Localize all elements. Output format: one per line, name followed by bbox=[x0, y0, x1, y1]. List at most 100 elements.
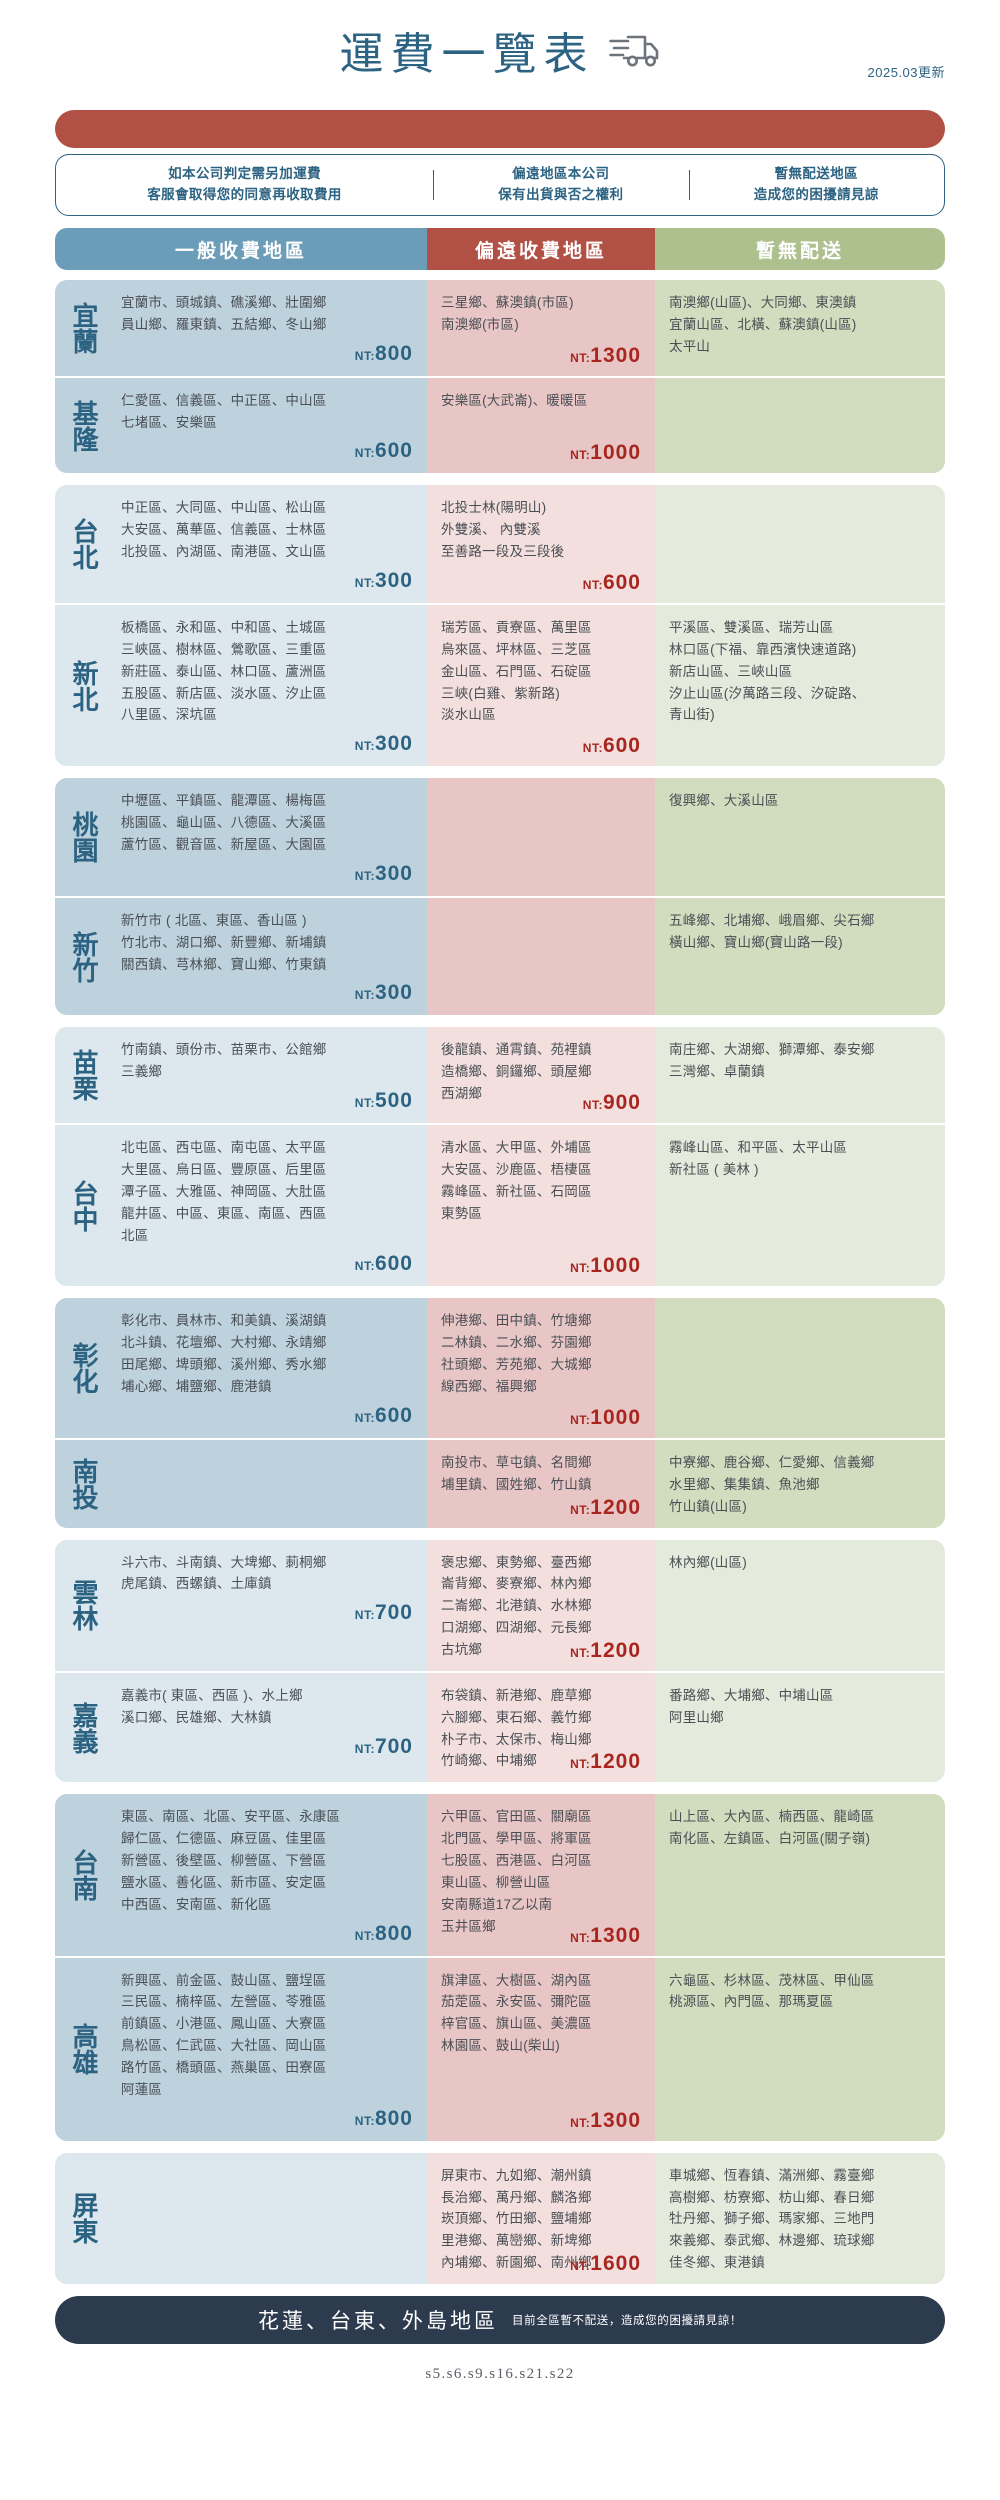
region-name: 台中 bbox=[69, 1179, 100, 1232]
no-delivery-cell: 林內鄉(山區) bbox=[655, 1539, 945, 1671]
no-delivery-cell: 霧峰山區、和平區、太平山區 新社區 ( 美林 ) bbox=[655, 1125, 945, 1287]
table-row: 基隆 仁愛區、信義區、中正區、中山區 七堵區、安樂區 NT:600 安樂區(大武崙)、暖… bbox=[55, 375, 945, 474]
price-label: NT:1300 bbox=[570, 1924, 641, 1948]
region-name-cell: 雲林 bbox=[55, 1539, 113, 1671]
normal-fee-cell: 嘉義市( 東區、西區 )、水上鄉 溪口鄉、民雄鄉、大林鎮 NT:700 bbox=[113, 1672, 427, 1783]
table-row: 台北 中正區、大同區、中山區、松山區 大安區、萬華區、信義區、士林區 北投區、內湖區、… bbox=[55, 485, 945, 604]
remote-fee-cell: 布袋鎮、新港鄉、鹿草鄉 六腳鄉、東石鄉、義竹鄉 朴子市、太保市、梅山鄉 竹崎鄉、中埔鄉… bbox=[427, 1672, 655, 1783]
region-name: 新竹 bbox=[69, 930, 100, 983]
price-label: NT:1000 bbox=[570, 1254, 641, 1278]
price-amount: 600 bbox=[374, 1403, 413, 1427]
region-card: 苗栗 竹南鎮、頭份市、苗栗市、公館鄉 三義鄉 NT:500 後龍鎮、通霄鎮、苑裡鎮 造橋鄉… bbox=[55, 1027, 945, 1287]
region-name-cell: 新竹 bbox=[55, 897, 113, 1016]
area-list: 平溪區、雙溪區、瑞芳山區 林口區(下福、靠西濱快速道路) 新店山區、三峽山區 汐止山區… bbox=[669, 620, 866, 723]
table-row: 新北 板橋區、永和區、中和區、土城區 三峽區、樹林區、鶯歌區、三重區 新莊區、泰山區、… bbox=[55, 603, 945, 767]
price-label: NT:600 bbox=[583, 734, 641, 758]
price-amount: 300 bbox=[374, 569, 413, 593]
price-label: NT:600 bbox=[583, 571, 641, 595]
area-list: 北屯區、西屯區、南屯區、太平區 大里區、烏日區、豐原區、后里區 潭子區、大雅區、神岡… bbox=[121, 1140, 327, 1243]
area-list: 番路鄉、大埔鄉、中埔山區 阿里山鄉 bbox=[669, 1687, 834, 1725]
region-name-cell: 苗栗 bbox=[55, 1027, 113, 1124]
price-currency: NT: bbox=[354, 868, 375, 883]
no-delivery-cell: 車城鄉、恆春鎮、滿洲鄉、霧臺鄉 高樹鄉、枋寮鄉、枋山鄉、春日鄉 牡丹鄉、獅子鄉、瑪家… bbox=[655, 2152, 945, 2284]
region-name-cell: 台南 bbox=[55, 1794, 113, 1956]
no-delivery-cell: 山上區、大內區、楠西區、龍崎區 南化區、左鎮區、白河區(關子嶺) bbox=[655, 1794, 945, 1956]
region-card: 桃園 中壢區、平鎮區、龍潭區、楊梅區 桃園區、龜山區、八德區、大溪區 蘆竹區、觀音區、… bbox=[55, 778, 945, 1016]
region-name: 嘉義 bbox=[69, 1701, 100, 1754]
price-currency: NT: bbox=[354, 348, 375, 363]
price-amount: 1300 bbox=[590, 2108, 641, 2132]
area-list: 中正區、大同區、中山區、松山區 大安區、萬華區、信義區、士林區 北投區、內湖區、南港… bbox=[121, 500, 327, 560]
area-list: 伸港鄉、田中鎮、竹塘鄉 二林鎮、二水鄉、芬園鄉 社頭鄉、芳苑鄉、大城鄉 線西鄉、福興鄉 bbox=[441, 1313, 592, 1395]
price-amount: 300 bbox=[374, 861, 413, 885]
remote-fee-cell bbox=[427, 897, 655, 1016]
region-name: 彰化 bbox=[69, 1342, 100, 1395]
remote-fee-cell: 後龍鎮、通霄鎮、苑裡鎮 造橋鄉、銅鑼鄉、頭屋鄉 西湖鄉 NT:900 bbox=[427, 1027, 655, 1124]
region-name: 苗栗 bbox=[69, 1049, 100, 1102]
price-currency: NT: bbox=[570, 1930, 591, 1945]
area-list: 後龍鎮、通霄鎮、苑裡鎮 造橋鄉、銅鑼鄉、頭屋鄉 西湖鄉 bbox=[441, 1042, 592, 1102]
column-headers: 一般收費地區 偏遠收費地區 暫無配送 bbox=[55, 228, 945, 270]
price-amount: 800 bbox=[374, 2106, 413, 2130]
remote-fee-cell: 旗津區、大樹區、湖內區 茄萣區、永安區、彌陀區 梓官區、旗山區、美濃區 林園區、鼓山(… bbox=[427, 1957, 655, 2141]
title-group: 運費一覽表 bbox=[0, 18, 1000, 82]
table-row: 高雄 新興區、前金區、鼓山區、鹽埕區 三民區、楠梓區、左營區、苓雅區 前鎮區、小港區、… bbox=[55, 1955, 945, 2141]
price-currency: NT: bbox=[570, 1502, 591, 1517]
area-list: 板橋區、永和區、中和區、土城區 三峽區、樹林區、鶯歌區、三重區 新莊區、泰山區、林口… bbox=[121, 620, 327, 723]
region-name: 桃園 bbox=[69, 811, 100, 864]
price-currency: NT: bbox=[354, 576, 375, 591]
table-row: 台南 東區、南區、北區、安平區、永康區 歸仁區、仁德區、麻豆區、佳里區 新營區、後壁區… bbox=[55, 1794, 945, 1956]
price-label: NT:800 bbox=[121, 342, 413, 366]
remote-fee-cell: 安樂區(大武崙)、暖暖區 NT:1000 bbox=[427, 377, 655, 474]
normal-fee-cell: 新興區、前金區、鼓山區、鹽埕區 三民區、楠梓區、左營區、苓雅區 前鎮區、小港區、鳳山… bbox=[113, 1957, 427, 2141]
normal-fee-cell: 仁愛區、信義區、中正區、中山區 七堵區、安樂區 NT:600 bbox=[113, 377, 427, 474]
area-list: 宜蘭市、頭城鎮、礁溪鄉、壯圍鄉 員山鄉、羅東鎮、五結鄉、冬山鄉 bbox=[121, 295, 327, 332]
remote-fee-cell: 褒忠鄉、東勢鄉、臺西鄉 崙背鄉、麥寮鄉、林內鄉 二崙鄉、北港鎮、水林鄉 口湖鄉、四湖鄉… bbox=[427, 1539, 655, 1671]
price-label: NT:1000 bbox=[570, 441, 641, 465]
table-row: 宜蘭 宜蘭市、頭城鎮、礁溪鄉、壯圍鄉 員山鄉、羅東鎮、五結鄉、冬山鄉 NT:800 三星… bbox=[55, 280, 945, 376]
notice-line-1: 如本公司判定需另加運費 bbox=[168, 166, 321, 182]
area-list: 斗六市、斗南鎮、大埤鄉、莿桐鄉 虎尾鎮、西螺鎮、土庫鎮 bbox=[121, 1554, 327, 1592]
area-list: 東區、南區、北區、安平區、永康區 歸仁區、仁德區、麻豆區、佳里區 新營區、後壁區、柳… bbox=[121, 1809, 341, 1912]
notice-line-2: 保有出貨與否之權利 bbox=[498, 187, 624, 202]
footer-sub-text: 目前全區暫不配送，造成您的困擾請見諒！ bbox=[512, 2314, 742, 2327]
table-row: 南投 南投市、草屯鎮、名間鄉 埔里鎮、國姓鄉、竹山鎮 NT:1200 中寮鄉、鹿谷鄉、仁… bbox=[55, 1437, 945, 1528]
area-list: 山上區、大內區、楠西區、龍崎區 南化區、左鎮區、白河區(關子嶺) bbox=[669, 1809, 875, 1847]
table-row: 彰化 彰化市、員林市、和美鎮、溪湖鎮 北斗鎮、花壇鄉、大村鄉、永靖鄉 田尾鄉、埤頭鄉、… bbox=[55, 1298, 945, 1438]
area-list: 中寮鄉、鹿谷鄉、仁愛鄉、信義鄉 水里鄉、集集鎮、魚池鄉 竹山鎮(山區) bbox=[669, 1454, 875, 1514]
normal-fee-cell bbox=[113, 1439, 427, 1528]
remote-fee-cell: 六甲區、官田區、關廟區 北門區、學甲區、將軍區 七股區、西港區、白河區 東山區、柳營山… bbox=[427, 1794, 655, 1956]
price-label: NT:300 bbox=[121, 569, 413, 593]
region-name-cell: 宜蘭 bbox=[55, 280, 113, 376]
price-currency: NT: bbox=[570, 350, 591, 365]
price-amount: 1300 bbox=[590, 343, 641, 367]
price-currency: NT: bbox=[354, 1259, 375, 1274]
area-list: 旗津區、大樹區、湖內區 茄萣區、永安區、彌陀區 梓官區、旗山區、美濃區 林園區、鼓山(… bbox=[441, 1972, 592, 2054]
area-list: 布袋鎮、新港鄉、鹿草鄉 六腳鄉、東石鄉、義竹鄉 朴子市、太保市、梅山鄉 竹崎鄉、中埔鄉 bbox=[441, 1687, 592, 1769]
area-list: 安樂區(大武崙)、暖暖區 bbox=[441, 392, 588, 408]
no-delivery-cell: 番路鄉、大埔鄉、中埔山區 阿里山鄉 bbox=[655, 1672, 945, 1783]
price-label: NT:500 bbox=[121, 1089, 413, 1113]
region-card: 彰化 彰化市、員林市、和美鎮、溪湖鎮 北斗鎮、花壇鄉、大村鄉、永靖鄉 田尾鄉、埤頭鄉、… bbox=[55, 1298, 945, 1528]
region-name-cell: 高雄 bbox=[55, 1957, 113, 2141]
normal-fee-cell: 中正區、大同區、中山區、松山區 大安區、萬華區、信義區、士林區 北投區、內湖區、南港… bbox=[113, 485, 427, 604]
area-list: 復興鄉、大溪山區 bbox=[669, 793, 779, 809]
area-list: 六甲區、官田區、關廟區 北門區、學甲區、將軍區 七股區、西港區、白河區 東山區、柳營山… bbox=[441, 1809, 592, 1934]
footer-no-delivery-banner: 花蓮、台東、外島地區 目前全區暫不配送，造成您的困擾請見諒！ bbox=[55, 2295, 945, 2344]
price-currency: NT: bbox=[582, 741, 603, 756]
price-currency: NT: bbox=[582, 1098, 603, 1113]
price-currency: NT: bbox=[354, 739, 375, 754]
price-amount: 500 bbox=[374, 1089, 413, 1113]
price-currency: NT: bbox=[354, 1741, 375, 1756]
notice-column-nodelivery: 暫無配送地區 造成您的困擾請見諒 bbox=[688, 164, 944, 206]
price-amount: 1000 bbox=[590, 1254, 641, 1278]
table-row: 嘉義 嘉義市( 東區、西區 )、水上鄉 溪口鄉、民雄鄉、大林鎮 NT:700 布袋鎮、新… bbox=[55, 1670, 945, 1783]
price-label: NT:600 bbox=[121, 439, 413, 463]
price-amount: 1300 bbox=[590, 1923, 641, 1947]
price-label: NT:1200 bbox=[570, 1639, 641, 1663]
update-date: 2025.03更新 bbox=[867, 65, 945, 80]
normal-fee-cell: 板橋區、永和區、中和區、土城區 三峽區、樹林區、鶯歌區、三重區 新莊區、泰山區、林口… bbox=[113, 605, 427, 767]
remote-fee-cell: 瑞芳區、貢寮區、萬里區 烏來區、坪林區、三芝區 金山區、石門區、石碇區 三峽(白雞、紫… bbox=[427, 605, 655, 767]
area-list: 新興區、前金區、鼓山區、鹽埕區 三民區、楠梓區、左營區、苓雅區 前鎮區、小港區、鳳山… bbox=[121, 1972, 327, 2097]
